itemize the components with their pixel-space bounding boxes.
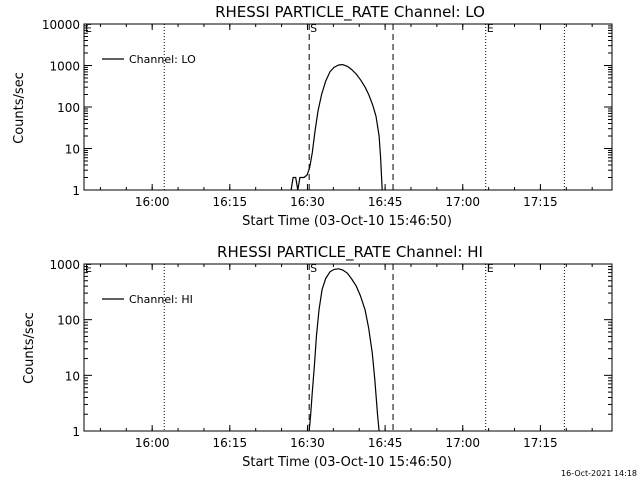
hi-x-tick-label: 16:00 xyxy=(135,436,170,450)
generation-timestamp: 16-Oct-2021 14:18 xyxy=(561,469,637,478)
lo-y-tick-label: 1000 xyxy=(49,60,80,74)
lo-plot-frame xyxy=(83,23,613,191)
lo-channel-panel: RHESSI PARTICLE_RATE Channel: LO Counts/… xyxy=(12,3,613,229)
lo-marker-label: E xyxy=(85,22,92,35)
lo-x-tick-label: 16:30 xyxy=(290,195,325,209)
hi-legend-label: Channel: HI xyxy=(129,293,193,306)
lo-marker-label: E xyxy=(487,22,494,35)
hi-x-tick-label: 17:15 xyxy=(523,436,558,450)
hi-marker-label: E xyxy=(487,262,494,275)
lo-y-tick-label: 100 xyxy=(57,101,80,115)
hi-chart-title: RHESSI PARTICLE_RATE Channel: HI xyxy=(217,243,483,262)
hi-x-axis-label: Start Time (03-Oct-10 15:46:50) xyxy=(242,455,452,470)
lo-series-line xyxy=(290,63,383,191)
hi-x-tick-label: 17:00 xyxy=(445,436,480,450)
lo-chart-title: RHESSI PARTICLE_RATE Channel: LO xyxy=(215,3,485,22)
lo-y-tick-label: 1 xyxy=(72,184,80,198)
hi-series-line xyxy=(308,268,380,432)
hi-y-tick-label: 100 xyxy=(57,314,80,328)
lo-x-tick-label: 16:00 xyxy=(135,195,170,209)
lo-legend-label: Channel: LO xyxy=(129,53,196,66)
hi-y-tick-label: 10 xyxy=(65,369,80,383)
hi-y-axis-label: Counts/sec xyxy=(22,312,37,384)
lo-x-axis-label: Start Time (03-Oct-10 15:46:50) xyxy=(242,214,452,229)
hi-x-tick-label: 16:15 xyxy=(213,436,248,450)
hi-x-tick-label: 16:45 xyxy=(368,436,403,450)
hi-y-tick-label: 1000 xyxy=(49,258,80,272)
lo-y-axis-label: Counts/sec xyxy=(12,72,27,144)
hi-y-tick-label: 1 xyxy=(72,425,80,439)
lo-x-tick-label: 16:15 xyxy=(213,195,248,209)
lo-y-tick-label: 10000 xyxy=(42,18,80,32)
hi-marker-label: S xyxy=(310,262,317,275)
hi-channel-panel: RHESSI PARTICLE_RATE Channel: HI Counts/… xyxy=(22,243,613,470)
lo-x-tick-label: 16:45 xyxy=(368,195,403,209)
lo-x-tick-label: 17:00 xyxy=(445,195,480,209)
hi-marker-label: E xyxy=(85,262,92,275)
lo-x-tick-label: 17:15 xyxy=(523,195,558,209)
hi-x-tick-label: 16:30 xyxy=(290,436,325,450)
lo-marker-label: S xyxy=(310,22,317,35)
hi-plot-frame xyxy=(83,263,613,432)
lo-y-tick-label: 10 xyxy=(65,143,80,157)
